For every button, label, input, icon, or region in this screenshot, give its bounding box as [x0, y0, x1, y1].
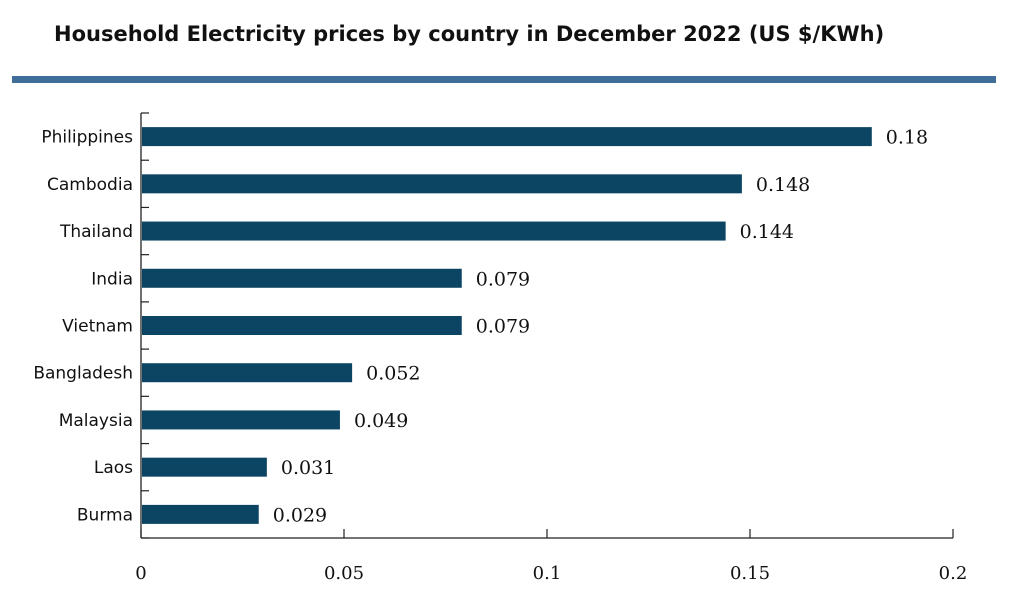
data-label: 0.18	[886, 127, 928, 149]
category-label: Cambodia	[47, 175, 133, 195]
chart-bars	[142, 127, 872, 524]
x-tick-label: 0.1	[533, 563, 562, 584]
x-tick-label: 0	[135, 563, 146, 584]
category-label: Vietnam	[62, 317, 133, 337]
category-label: Thailand	[59, 222, 133, 242]
category-label: India	[91, 269, 133, 289]
bar	[142, 268, 462, 288]
data-label: 0.031	[281, 457, 335, 479]
x-tick-label: 0.15	[730, 563, 770, 584]
bar	[142, 127, 872, 147]
bar	[142, 316, 462, 335]
bar	[142, 221, 726, 241]
category-label: Bangladesh	[33, 364, 133, 384]
data-label: 0.144	[740, 221, 794, 243]
bar	[142, 174, 742, 194]
x-tick-label: 0.2	[939, 563, 968, 584]
data-label: 0.148	[756, 174, 810, 196]
bar	[142, 363, 353, 383]
chart-axes	[140, 112, 954, 539]
chart-title: Household Electricity prices by country …	[54, 22, 885, 46]
x-tick-label: 0.05	[324, 563, 364, 584]
category-label: Malaysia	[59, 411, 133, 431]
category-label: Burma	[77, 505, 133, 525]
data-label: 0.052	[366, 363, 420, 385]
data-label: 0.049	[354, 410, 408, 432]
category-label: Laos	[94, 458, 133, 478]
data-label: 0.079	[476, 268, 530, 290]
bar	[142, 504, 259, 524]
bar	[142, 457, 267, 477]
data-label: 0.079	[476, 316, 530, 338]
category-label: Philippines	[41, 128, 133, 148]
data-label: 0.029	[273, 504, 327, 526]
chart-labels: 0 0.05 0.1 0.15 0.2 Philippines 0.18 Cambodia 0.…	[33, 127, 967, 584]
title-rule	[12, 76, 996, 83]
bar	[142, 410, 340, 430]
